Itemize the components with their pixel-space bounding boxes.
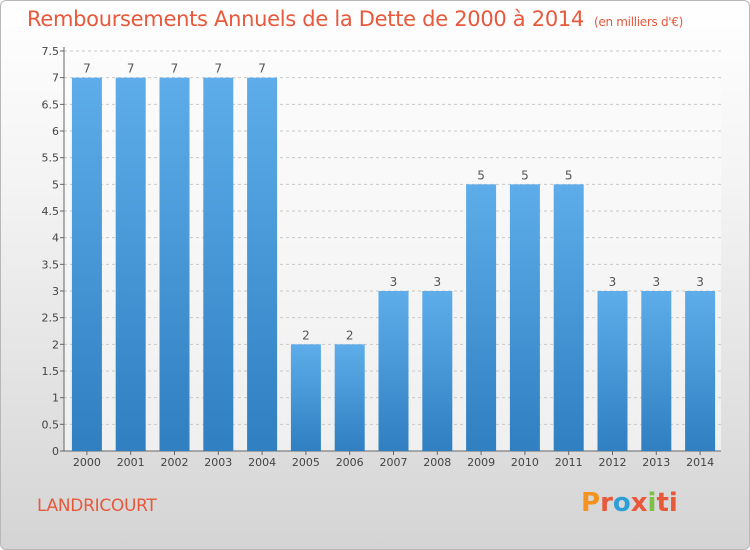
y-tick-label: 5.5	[42, 152, 60, 165]
bar	[641, 291, 672, 451]
bar-value-label: 3	[652, 275, 660, 289]
x-tick-label: 2003	[204, 456, 232, 469]
bar-value-label: 3	[609, 275, 617, 289]
x-tick-label: 2010	[511, 456, 539, 469]
x-tick-label: 2009	[467, 456, 495, 469]
bar	[247, 77, 278, 452]
chart-title-text: Remboursements Annuels de la Dette de 20…	[27, 7, 584, 31]
x-tick-label: 2002	[161, 456, 189, 469]
y-tick-label: 3.5	[42, 258, 60, 271]
chart-unit: (en milliers d'€)	[594, 15, 684, 29]
bar	[466, 184, 497, 452]
bar	[334, 344, 365, 451]
y-tick-label: 5	[52, 178, 59, 191]
bar	[685, 291, 716, 451]
chart-title: Remboursements Annuels de la Dette de 20…	[27, 7, 683, 31]
bar	[422, 291, 453, 451]
bar	[71, 77, 102, 452]
bar-value-label: 3	[696, 275, 704, 289]
bar	[290, 344, 321, 451]
x-tick-label: 2014	[686, 456, 714, 469]
bar-value-label: 5	[565, 168, 573, 182]
y-tick-label: 4	[52, 232, 59, 245]
y-tick-label: 6.5	[42, 98, 60, 111]
bar-value-label: 2	[346, 328, 354, 342]
y-tick-label: 1	[52, 392, 59, 405]
x-tick-label: 2008	[423, 456, 451, 469]
y-tick-label: 3	[52, 285, 59, 298]
y-tick-label: 2	[52, 338, 59, 351]
brand-letter: i	[668, 488, 678, 518]
x-tick-label: 2004	[248, 456, 276, 469]
x-tick-label: 2001	[117, 456, 145, 469]
brand-letter: t	[656, 488, 669, 518]
x-tick-label: 2007	[380, 456, 408, 469]
bar-value-label: 7	[258, 62, 266, 76]
brand-letter: x	[630, 488, 648, 518]
y-tick-label: 4.5	[42, 205, 60, 218]
y-tick-label: 7	[52, 72, 59, 85]
bar-value-label: 7	[83, 62, 91, 76]
proxiti-logo: Proxiti	[581, 488, 678, 518]
bar-value-label: 7	[127, 62, 135, 76]
y-tick-label: 7.5	[42, 45, 60, 58]
bar	[159, 77, 190, 452]
bar	[509, 184, 540, 452]
x-tick-label: 2011	[555, 456, 583, 469]
bar-value-label: 3	[390, 275, 398, 289]
x-tick-label: 2005	[292, 456, 320, 469]
bar	[553, 184, 584, 452]
bar	[597, 291, 628, 451]
brand-letter: i	[647, 488, 657, 518]
bar-value-label: 5	[477, 168, 485, 182]
commune-name: LANDRICOURT	[37, 496, 157, 516]
x-tick-label: 2006	[336, 456, 364, 469]
x-tick-label: 2000	[73, 456, 101, 469]
x-tick-label: 2012	[599, 456, 627, 469]
y-tick-label: 0	[52, 445, 59, 458]
bar-value-label: 3	[433, 275, 441, 289]
bar-value-label: 7	[214, 62, 222, 76]
bar	[115, 77, 146, 452]
bar-value-label: 7	[171, 62, 179, 76]
bar	[203, 77, 234, 452]
y-tick-label: 2.5	[42, 312, 60, 325]
bar-value-label: 2	[302, 328, 310, 342]
bar-value-label: 5	[521, 168, 529, 182]
bar	[378, 291, 409, 451]
y-tick-label: 6	[52, 125, 59, 138]
brand-letter: r	[600, 488, 613, 518]
brand-letter: P	[581, 488, 601, 518]
y-tick-label: 0.5	[42, 418, 60, 431]
brand-letter: o	[612, 488, 631, 518]
y-tick-label: 1.5	[42, 365, 60, 378]
x-tick-label: 2013	[642, 456, 670, 469]
